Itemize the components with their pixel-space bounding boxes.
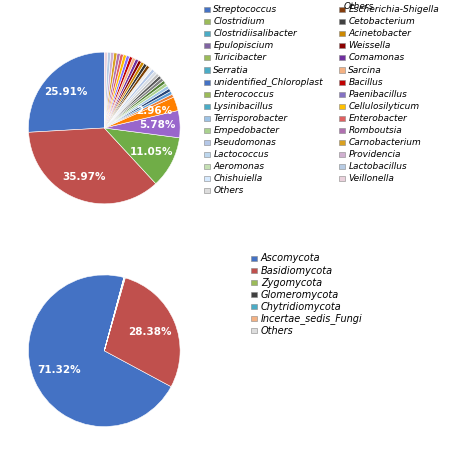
Text: 2.96%: 2.96%	[137, 106, 173, 116]
Wedge shape	[104, 97, 178, 128]
Wedge shape	[104, 64, 147, 128]
Text: Lactococcus: Lactococcus	[213, 150, 269, 159]
Text: Others: Others	[344, 2, 374, 11]
Text: Lysinibacillus: Lysinibacillus	[213, 102, 273, 111]
Wedge shape	[104, 91, 172, 128]
Wedge shape	[104, 65, 150, 128]
Text: Enterobacter: Enterobacter	[348, 114, 407, 123]
Wedge shape	[104, 53, 120, 128]
Text: Romboutsia: Romboutsia	[348, 126, 402, 135]
Text: Others: Others	[261, 326, 293, 336]
Wedge shape	[28, 52, 104, 132]
Wedge shape	[104, 59, 138, 128]
Text: Veillonella: Veillonella	[348, 174, 394, 183]
Text: Providencia: Providencia	[348, 150, 401, 159]
Text: 28.38%: 28.38%	[128, 327, 172, 337]
Text: Carnobacterium: Carnobacterium	[348, 138, 421, 147]
Text: 35.97%: 35.97%	[63, 172, 106, 182]
Text: 25.91%: 25.91%	[44, 87, 87, 97]
Text: Others: Others	[213, 186, 244, 195]
Text: 71.32%: 71.32%	[37, 365, 81, 375]
Wedge shape	[104, 67, 152, 128]
Text: Epulopiscium: Epulopiscium	[213, 41, 273, 50]
Text: Glomeromycota: Glomeromycota	[261, 290, 339, 300]
Wedge shape	[104, 78, 164, 128]
Text: Pseudomonas: Pseudomonas	[213, 138, 276, 147]
Text: Basidiomycota: Basidiomycota	[261, 265, 333, 275]
Wedge shape	[104, 52, 108, 128]
Wedge shape	[104, 94, 173, 128]
Text: 5.78%: 5.78%	[139, 120, 175, 130]
Text: Incertae_sedis_Fungi: Incertae_sedis_Fungi	[261, 313, 363, 324]
Text: Clostridium: Clostridium	[213, 17, 265, 26]
Text: Enterococcus: Enterococcus	[213, 90, 274, 99]
Wedge shape	[104, 71, 157, 128]
Wedge shape	[104, 55, 127, 128]
Text: Streptococcus: Streptococcus	[213, 5, 278, 14]
Text: Turicibacter: Turicibacter	[213, 54, 266, 63]
Text: Sarcina: Sarcina	[348, 65, 382, 74]
Text: Zygomycota: Zygomycota	[261, 278, 322, 288]
Text: Empedobacter: Empedobacter	[213, 126, 279, 135]
Wedge shape	[104, 60, 141, 128]
Wedge shape	[104, 277, 124, 351]
Text: Acinetobacter: Acinetobacter	[348, 29, 411, 38]
Wedge shape	[104, 278, 125, 351]
Wedge shape	[28, 275, 171, 427]
Text: Terrisporobacter: Terrisporobacter	[213, 114, 287, 123]
Text: Ascomycota: Ascomycota	[261, 254, 320, 264]
Text: Cellulosilyticum: Cellulosilyticum	[348, 102, 419, 111]
Text: Serratia: Serratia	[213, 65, 249, 74]
Wedge shape	[104, 73, 159, 128]
Wedge shape	[104, 54, 124, 128]
Text: 11.05%: 11.05%	[130, 147, 173, 157]
Text: Chytridiomycota: Chytridiomycota	[261, 302, 341, 312]
Wedge shape	[104, 62, 144, 128]
Wedge shape	[104, 81, 165, 128]
Text: Paenibacillus: Paenibacillus	[348, 90, 407, 99]
Text: Aeromonas: Aeromonas	[213, 162, 264, 171]
Text: Clostridiisalibacter: Clostridiisalibacter	[213, 29, 297, 38]
Wedge shape	[104, 55, 130, 128]
Text: unidentified_Chloroplast: unidentified_Chloroplast	[213, 78, 323, 87]
Wedge shape	[104, 53, 114, 128]
Wedge shape	[28, 128, 156, 204]
Wedge shape	[104, 278, 125, 351]
Wedge shape	[104, 278, 180, 387]
Wedge shape	[104, 52, 111, 128]
Wedge shape	[104, 128, 180, 183]
Wedge shape	[104, 58, 136, 128]
Text: Lactobacillus: Lactobacillus	[348, 162, 407, 171]
Text: Weissella: Weissella	[348, 41, 391, 50]
Wedge shape	[104, 56, 133, 128]
Wedge shape	[104, 278, 124, 351]
Wedge shape	[104, 110, 180, 138]
Wedge shape	[104, 69, 155, 128]
Text: Comamonas: Comamonas	[348, 54, 405, 63]
Text: Escherichia-Shigella: Escherichia-Shigella	[348, 5, 439, 14]
Text: Bacillus: Bacillus	[348, 78, 383, 87]
Wedge shape	[104, 89, 171, 128]
Text: Chishuiella: Chishuiella	[213, 174, 263, 183]
Wedge shape	[104, 83, 167, 128]
Wedge shape	[104, 53, 117, 128]
Wedge shape	[104, 278, 125, 351]
Wedge shape	[104, 86, 169, 128]
Text: Cetobacterium: Cetobacterium	[348, 17, 415, 26]
Wedge shape	[104, 76, 162, 128]
